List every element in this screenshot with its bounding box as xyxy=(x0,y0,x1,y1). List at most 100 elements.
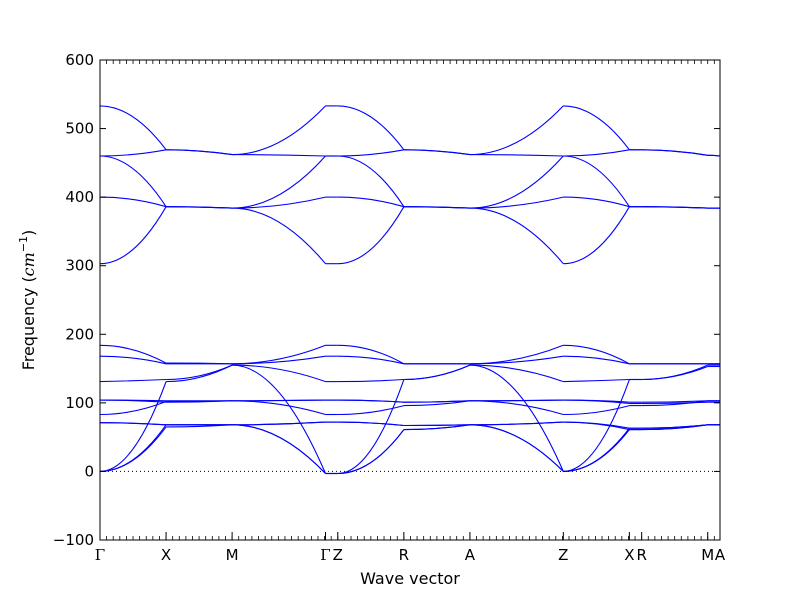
band-line-seg1-b15 xyxy=(166,149,233,156)
band-line-seg0-b12 xyxy=(100,196,167,208)
band-line-seg6-b0 xyxy=(563,429,630,472)
band-line-seg3-b0 xyxy=(337,429,405,475)
band-line-seg5-b4 xyxy=(469,421,564,426)
band-line-seg2-b7 xyxy=(232,399,326,402)
band-line-seg5-b7 xyxy=(469,399,564,402)
band-line-seg4-b8 xyxy=(403,364,471,381)
band-line-seg6-b15 xyxy=(563,149,630,157)
x-tick-label-11: A xyxy=(715,546,726,564)
band-line-seg2-b1 xyxy=(232,424,326,474)
band-line-seg7-b14 xyxy=(641,206,708,209)
plot-frame xyxy=(99,59,721,541)
y-tick-label--100: −100 xyxy=(53,531,94,549)
x-tick-label-10: M xyxy=(701,546,714,564)
band-line-seg0-b9 xyxy=(100,355,167,365)
band-line-seg3-b7 xyxy=(337,399,404,403)
y-tick-label-600: 600 xyxy=(65,51,94,69)
band-line-seg4-b14 xyxy=(403,206,470,209)
band-line-seg6-b13 xyxy=(563,105,630,151)
band-line-seg6-b5 xyxy=(563,405,630,416)
band-line-seg5-b15 xyxy=(469,154,564,157)
band-line-seg2-b9 xyxy=(232,355,326,365)
band-line-seg3-b1 xyxy=(337,429,405,475)
band-line-seg5-b13 xyxy=(469,105,564,156)
band-line-seg2-b11 xyxy=(232,207,326,265)
band-line-seg7-b8 xyxy=(641,365,708,381)
band-lines xyxy=(100,105,720,475)
band-line-seg7-b6 xyxy=(641,401,708,405)
band-line-seg4-b2 xyxy=(403,364,471,381)
y-tick-labels: −100 0 100 200 300 400 500 600 xyxy=(53,51,94,549)
band-line-seg0-b8 xyxy=(100,378,167,383)
band-line-seg0-b13 xyxy=(100,149,167,157)
band-line-seg0-b5 xyxy=(100,400,167,416)
band-line-seg6-b8 xyxy=(563,378,630,383)
band-line-seg5-b0 xyxy=(469,424,564,472)
band-line-seg6-b7 xyxy=(563,399,630,403)
x-tick-label-6: A xyxy=(465,546,476,564)
band-line-seg4-b15 xyxy=(403,149,470,156)
band-line-seg0-b10 xyxy=(100,344,167,364)
band-line-seg5-b5 xyxy=(469,400,564,416)
band-line-seg5-b8 xyxy=(469,364,564,383)
band-line-seg6-b14 xyxy=(563,155,630,208)
y-tick-label-300: 300 xyxy=(65,257,94,275)
band-line-seg2-b15 xyxy=(232,154,326,157)
band-line-seg8-b15 xyxy=(707,154,720,157)
x-tick-label-1: X xyxy=(161,546,171,564)
band-line-seg3-b2 xyxy=(337,379,405,475)
y-tick-label-100: 100 xyxy=(65,394,94,412)
band-line-seg6-b11 xyxy=(563,206,630,265)
band-line-seg6-b2 xyxy=(563,379,630,472)
y-tick-label-500: 500 xyxy=(65,120,94,138)
band-line-seg3-b15 xyxy=(337,149,405,157)
band-line-seg4-b7 xyxy=(403,400,470,403)
band-line-seg7-b15 xyxy=(641,149,708,156)
band-line-seg2-b14 xyxy=(232,155,326,209)
band-line-seg2-b10 xyxy=(232,344,326,365)
band-line-seg4-b4 xyxy=(403,424,470,427)
band-line-seg7-b7 xyxy=(641,400,708,403)
band-line-seg4-b1 xyxy=(403,424,470,431)
band-line-seg5-b9 xyxy=(469,355,564,365)
x-tick-label-7: Z xyxy=(558,546,568,564)
band-line-seg1-b14 xyxy=(166,206,233,209)
band-line-seg0-b11 xyxy=(100,206,167,265)
band-line-seg0-b7 xyxy=(100,399,167,402)
y-tick-label-200: 200 xyxy=(65,325,94,343)
band-line-seg7-b2 xyxy=(641,364,708,381)
band-line-seg5-b2 xyxy=(469,364,564,472)
band-line-seg6-b4 xyxy=(563,421,630,431)
band-line-seg3-b11 xyxy=(337,206,405,265)
band-line-seg1-b10 xyxy=(166,362,233,365)
band-line-seg3-b13 xyxy=(337,105,405,151)
band-line-seg3-b10 xyxy=(337,344,405,365)
band-line-seg3-b14 xyxy=(337,155,405,208)
band-line-seg2-b13 xyxy=(232,105,326,156)
band-line-seg1-b8 xyxy=(166,364,233,381)
x-tick-label-2: M xyxy=(226,546,239,564)
band-line-seg3-b4 xyxy=(337,421,404,427)
band-line-seg5-b10 xyxy=(469,344,564,365)
band-line-seg6-b12 xyxy=(563,196,630,208)
y-tick-label-0: 0 xyxy=(84,462,94,480)
band-line-seg0-b4 xyxy=(100,422,167,426)
band-line-seg3-b9 xyxy=(337,355,405,365)
band-line-seg2-b5 xyxy=(232,400,326,416)
axis-ticks xyxy=(99,59,721,541)
band-line-seg5-b1 xyxy=(469,424,564,472)
x-tick-label-3: Γ xyxy=(320,546,330,564)
band-line-seg4-b5 xyxy=(403,400,470,407)
y-axis-title: Frequency (cm−1) xyxy=(17,230,38,371)
x-axis-title: Wave vector xyxy=(360,569,460,588)
x-tick-label-8: X xyxy=(624,546,634,564)
x-tick-label-9: R xyxy=(636,546,646,564)
band-line-seg0-b14 xyxy=(100,155,167,208)
band-line-seg2-b4 xyxy=(232,421,326,426)
band-line-seg3-b8 xyxy=(337,378,404,383)
band-line-seg2-b8 xyxy=(232,364,326,383)
x-tick-label-5: R xyxy=(399,546,409,564)
band-line-seg3-b12 xyxy=(337,196,405,208)
band-line-seg3-b5 xyxy=(337,405,405,416)
